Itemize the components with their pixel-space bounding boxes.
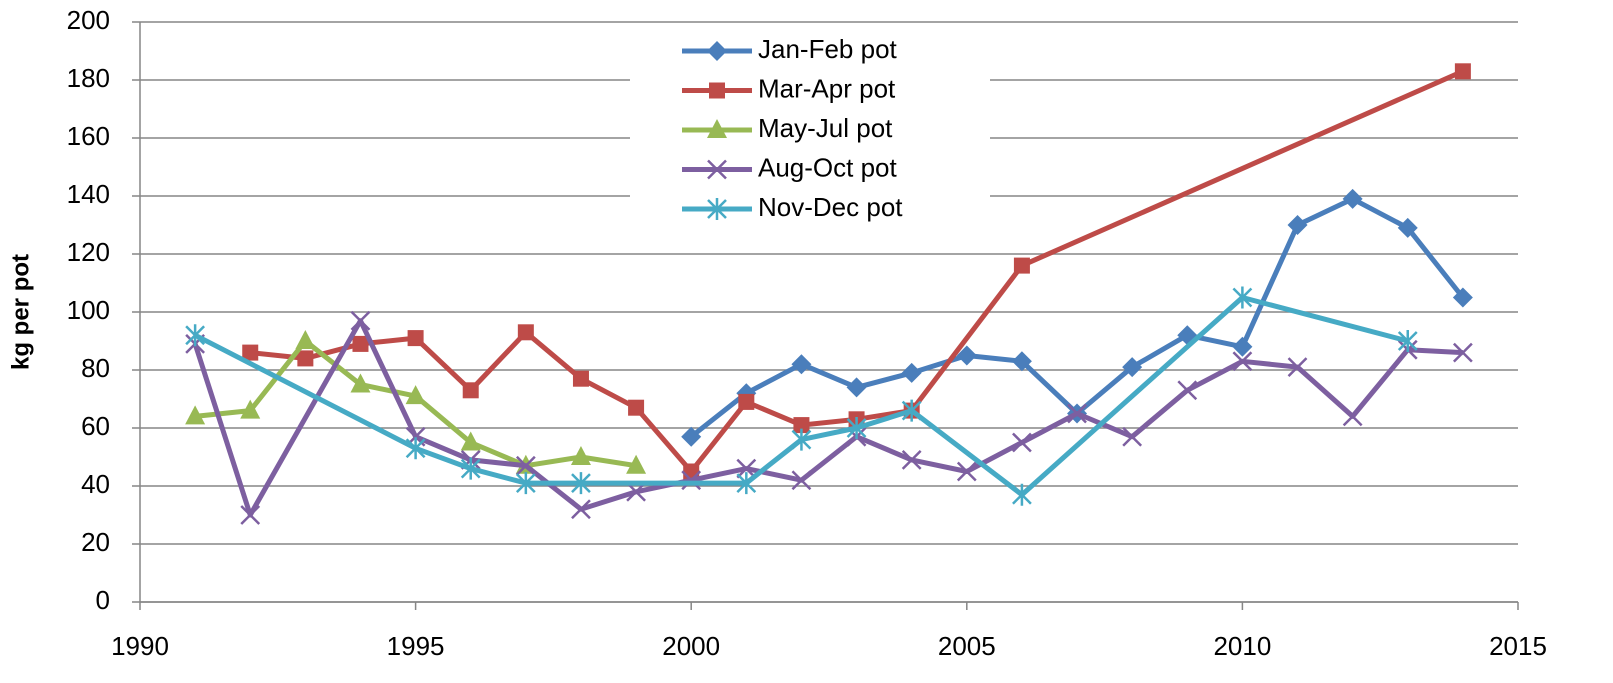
- y-tick-label: 180: [67, 63, 110, 93]
- marker: [1012, 483, 1032, 506]
- marker: [791, 470, 812, 491]
- x-tick-label: 2010: [1213, 631, 1271, 661]
- marker: [350, 310, 371, 331]
- x-tick-label: 2015: [1489, 631, 1547, 661]
- marker: [240, 505, 261, 525]
- marker: [1452, 287, 1473, 308]
- marker: [1232, 351, 1253, 372]
- marker: [517, 324, 534, 341]
- marker: [515, 455, 536, 476]
- marker: [707, 159, 727, 180]
- marker: [707, 198, 727, 220]
- y-tick-label: 140: [67, 179, 110, 209]
- marker: [681, 426, 702, 447]
- marker: [407, 330, 424, 347]
- marker: [297, 350, 314, 367]
- y-tick-label: 100: [67, 295, 110, 325]
- series-line: [689, 196, 1465, 439]
- marker: [240, 399, 261, 419]
- marker: [1232, 336, 1253, 357]
- marker: [1452, 342, 1473, 363]
- marker: [1454, 63, 1471, 80]
- marker: [1012, 432, 1032, 453]
- marker: [736, 458, 757, 479]
- y-tick-label: 160: [67, 121, 110, 151]
- marker: [1177, 380, 1198, 401]
- x-tick-label: 2005: [938, 631, 996, 661]
- x-tick-label: 2000: [662, 631, 720, 661]
- x-tick-label: 1990: [111, 631, 169, 661]
- marker: [1067, 403, 1087, 424]
- marker: [1342, 406, 1363, 427]
- y-tick-label: 200: [67, 5, 110, 35]
- marker: [901, 450, 922, 470]
- marker: [1013, 257, 1030, 274]
- marker: [736, 472, 757, 495]
- marker: [956, 345, 977, 366]
- marker: [901, 362, 922, 383]
- y-axis-label: kg per pot: [7, 254, 34, 370]
- marker: [350, 373, 371, 393]
- marker: [1232, 286, 1253, 309]
- marker: [846, 377, 867, 398]
- y-tick-label: 40: [81, 469, 110, 499]
- legend-label: Mar-Apr pot: [758, 73, 896, 103]
- marker: [901, 399, 922, 422]
- marker: [707, 119, 727, 138]
- marker: [626, 481, 646, 502]
- y-tick-label: 0: [96, 585, 110, 615]
- marker: [628, 399, 645, 416]
- series-line: [193, 295, 1409, 498]
- marker: [460, 457, 481, 480]
- legend-label: May-Jul pot: [758, 113, 893, 143]
- y-tick-label: 80: [81, 353, 110, 383]
- marker: [681, 470, 702, 491]
- marker: [1342, 188, 1363, 209]
- marker: [515, 472, 536, 495]
- marker: [405, 437, 426, 460]
- marker: [185, 405, 206, 425]
- marker: [791, 428, 812, 451]
- x-tick-label: 1995: [387, 631, 445, 661]
- marker: [1122, 357, 1143, 378]
- marker: [462, 382, 479, 399]
- marker: [1287, 357, 1308, 377]
- legend-label: Jan-Feb pot: [758, 34, 898, 64]
- marker: [709, 82, 725, 99]
- marker: [352, 335, 369, 352]
- marker: [1287, 215, 1308, 235]
- marker: [295, 330, 316, 349]
- marker: [793, 417, 810, 434]
- marker: [1397, 330, 1418, 352]
- marker: [626, 454, 647, 474]
- marker: [185, 324, 206, 347]
- marker: [707, 41, 727, 61]
- legend-label: Nov-Dec pot: [758, 192, 903, 222]
- marker: [1122, 426, 1143, 447]
- y-tick-label: 120: [67, 237, 110, 267]
- y-tick-label: 20: [81, 527, 110, 557]
- marker: [242, 344, 259, 361]
- marker: [570, 446, 591, 465]
- marker: [572, 370, 589, 387]
- y-tick-label: 60: [81, 411, 110, 441]
- marker: [791, 354, 812, 375]
- marker: [460, 431, 481, 451]
- marker: [846, 417, 867, 439]
- marker: [405, 385, 426, 405]
- marker: [1011, 351, 1032, 372]
- marker: [738, 393, 755, 410]
- marker: [571, 499, 591, 520]
- marker: [1397, 217, 1418, 238]
- legend-label: Aug-Oct pot: [758, 152, 898, 182]
- marker: [571, 472, 591, 495]
- marker: [956, 461, 977, 482]
